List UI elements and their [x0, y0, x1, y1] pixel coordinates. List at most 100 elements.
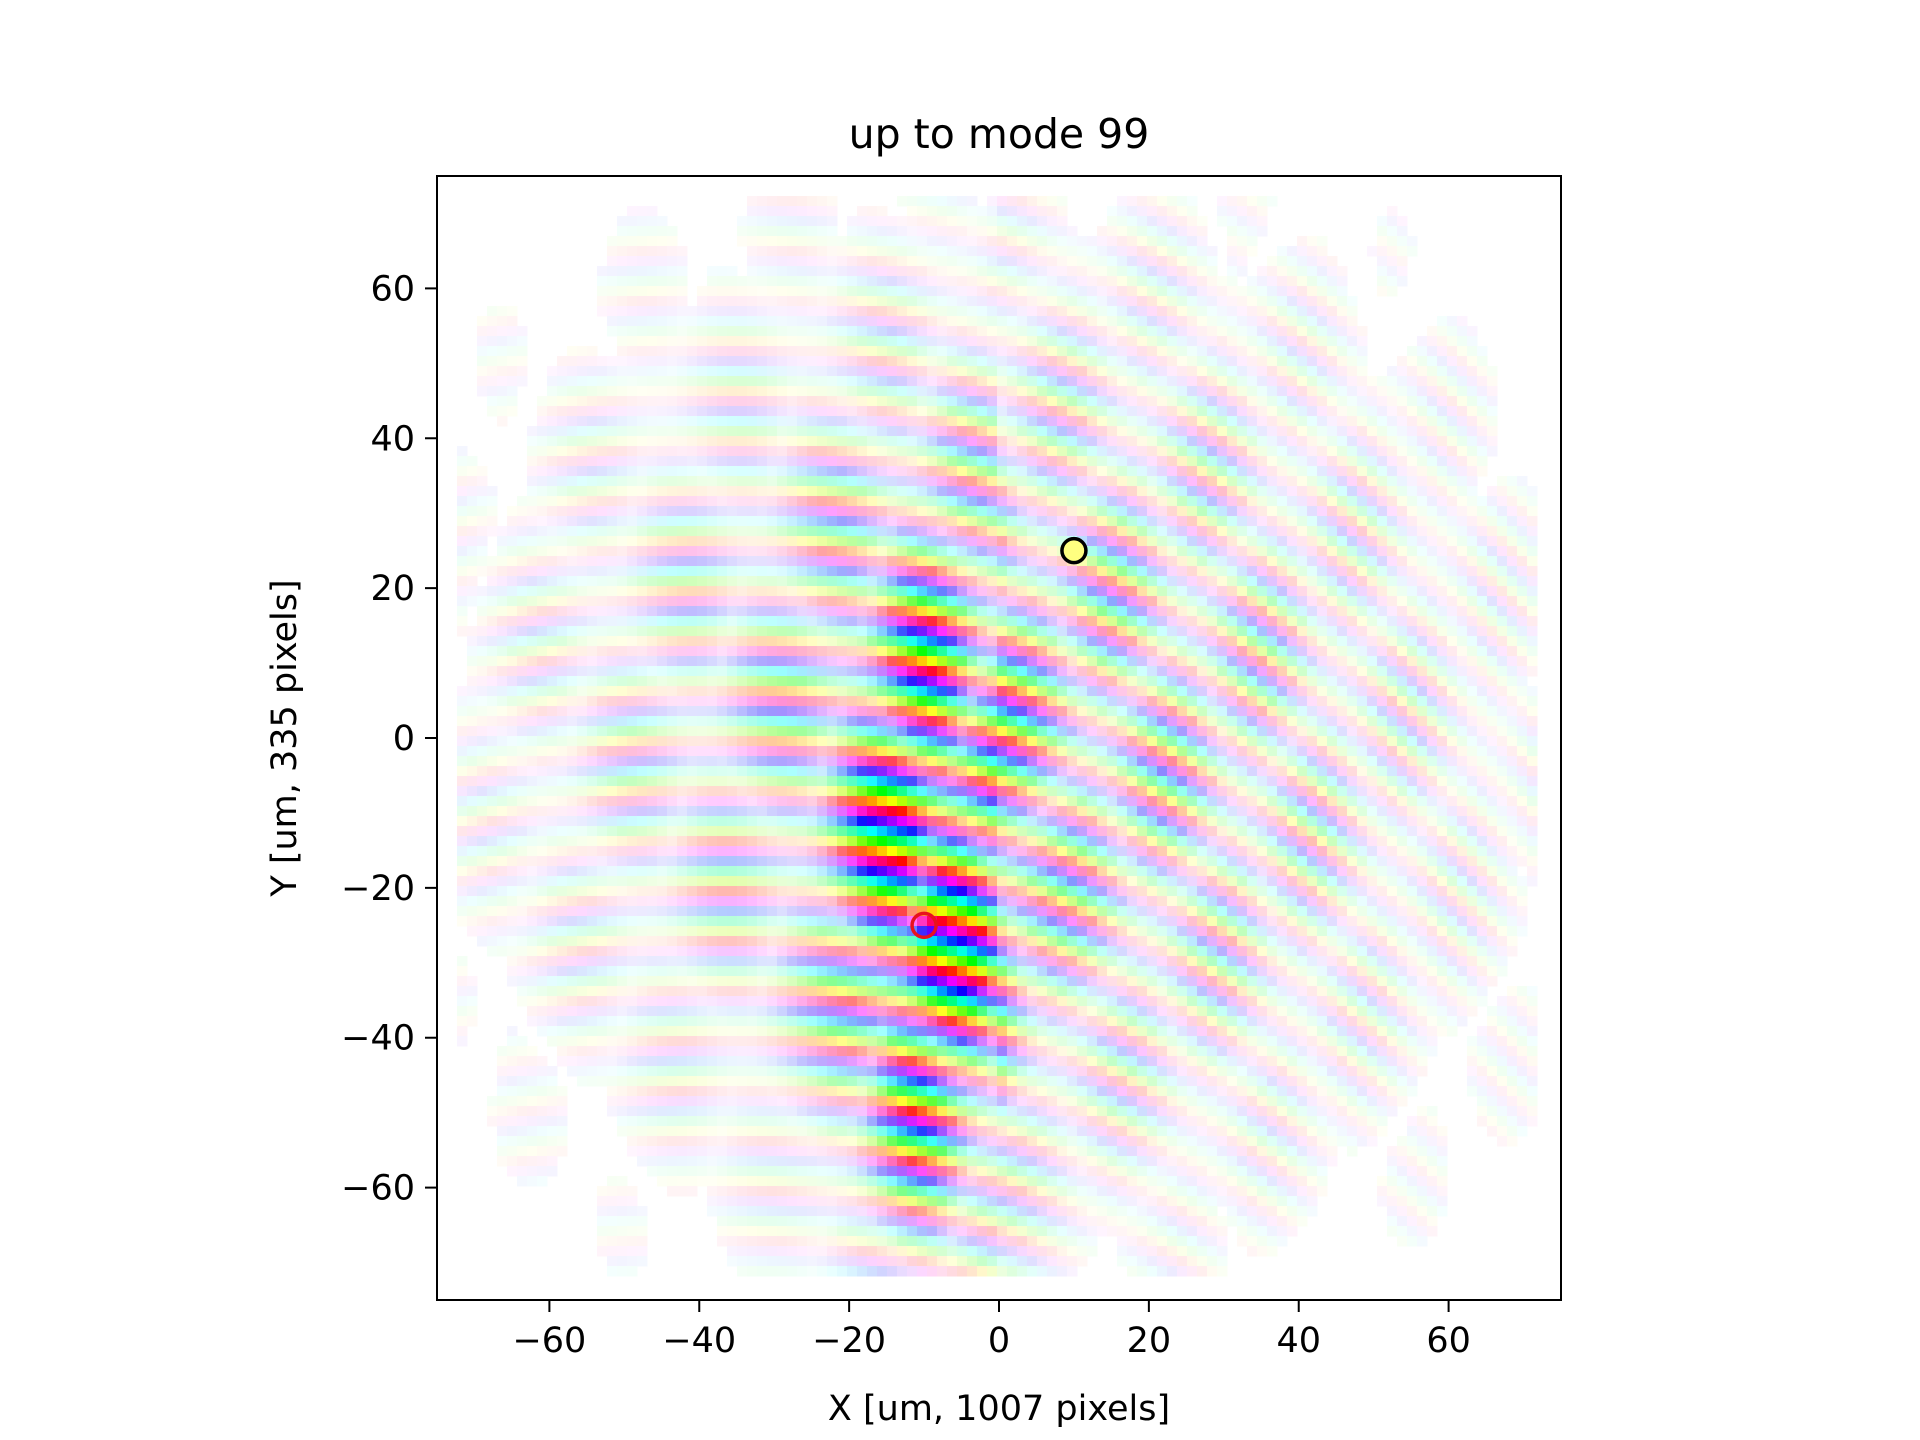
- heatmap-cell: [747, 526, 758, 537]
- heatmap-cell: [837, 476, 848, 487]
- heatmap-cell: [1007, 246, 1018, 257]
- heatmap-cell: [777, 626, 788, 637]
- heatmap-cell: [787, 296, 798, 307]
- heatmap-cell: [467, 726, 478, 737]
- heatmap-cell: [1037, 456, 1048, 467]
- heatmap-cell: [987, 196, 998, 207]
- heatmap-cell: [1327, 656, 1338, 667]
- heatmap-cell: [1347, 516, 1358, 527]
- heatmap-cell: [887, 456, 898, 467]
- heatmap-cell: [687, 486, 698, 497]
- heatmap-cell: [787, 636, 798, 647]
- heatmap-cell: [1407, 656, 1418, 667]
- heatmap-cell: [967, 396, 978, 407]
- heatmap-cell: [977, 676, 988, 687]
- heatmap-cell: [1077, 636, 1088, 647]
- heatmap-cell: [937, 716, 948, 727]
- heatmap-cell: [1297, 236, 1308, 247]
- heatmap-cell: [617, 286, 628, 297]
- heatmap-cell: [477, 386, 488, 397]
- heatmap-cell: [1447, 716, 1458, 727]
- heatmap-cell: [577, 556, 588, 567]
- heatmap-cell: [817, 496, 828, 507]
- heatmap-cell: [1457, 456, 1468, 467]
- heatmap-cell: [1407, 386, 1418, 397]
- heatmap-cell: [717, 666, 728, 677]
- heatmap-cell: [1197, 386, 1208, 397]
- heatmap-cell: [1157, 506, 1168, 517]
- heatmap-cell: [1207, 546, 1218, 557]
- heatmap-cell: [1417, 436, 1428, 447]
- heatmap-cell: [947, 616, 958, 627]
- heatmap-cell: [1407, 686, 1418, 697]
- heatmap-cell: [977, 546, 988, 557]
- heatmap-cell: [937, 456, 948, 467]
- heatmap-cell: [807, 426, 818, 437]
- heatmap-cell: [617, 546, 628, 557]
- heatmap-cell: [1397, 476, 1408, 487]
- heatmap-cell: [1067, 526, 1078, 537]
- heatmap-cell: [977, 386, 988, 397]
- heatmap-cell: [997, 256, 1008, 267]
- heatmap-cell: [667, 636, 678, 647]
- heatmap-cell: [987, 666, 998, 677]
- heatmap-cell: [827, 496, 838, 507]
- heatmap-cell: [557, 526, 568, 537]
- heatmap-cell: [1087, 616, 1098, 627]
- heatmap-cell: [487, 586, 498, 597]
- heatmap-cell: [967, 646, 978, 657]
- heatmap-cell: [1107, 336, 1118, 347]
- heatmap-cell: [747, 476, 758, 487]
- heatmap-cell: [1237, 686, 1248, 697]
- heatmap-cell: [1187, 566, 1198, 577]
- heatmap-cell: [1267, 656, 1278, 667]
- heatmap-cell: [547, 626, 558, 637]
- heatmap-cell: [1417, 656, 1428, 667]
- heatmap-cell: [1427, 466, 1438, 477]
- heatmap-cell: [1337, 306, 1348, 317]
- heatmap-cell: [507, 556, 518, 567]
- heatmap-cell: [1017, 436, 1028, 447]
- heatmap-cell: [1317, 676, 1328, 687]
- heatmap-cell: [867, 296, 878, 307]
- heatmap-cell: [1087, 656, 1098, 667]
- heatmap-cell: [557, 466, 568, 477]
- heatmap-cell: [1487, 486, 1498, 497]
- heatmap-cell: [937, 566, 948, 577]
- heatmap-cell: [1197, 646, 1208, 657]
- heatmap-cell: [1407, 416, 1418, 427]
- heatmap-cell: [1177, 716, 1188, 727]
- heatmap-cell: [1457, 496, 1468, 507]
- heatmap-cell: [1097, 576, 1108, 587]
- heatmap-cell: [847, 676, 858, 687]
- heatmap-cell: [1297, 246, 1308, 257]
- heatmap-cell: [807, 556, 818, 567]
- heatmap-cell: [627, 256, 638, 267]
- heatmap-cell: [1377, 276, 1388, 287]
- heatmap-cell: [617, 446, 628, 457]
- heatmap-cell: [997, 306, 1008, 317]
- heatmap-cell: [1267, 716, 1278, 727]
- heatmap-cell: [647, 596, 658, 607]
- heatmap-cell: [1137, 306, 1148, 317]
- heatmap-cell: [627, 466, 638, 477]
- heatmap-cell: [847, 446, 858, 457]
- heatmap-cell: [1437, 486, 1448, 497]
- heatmap-cell: [867, 576, 878, 587]
- heatmap-cell: [1077, 286, 1088, 297]
- heatmap-cell: [917, 506, 928, 517]
- heatmap-cell: [787, 616, 798, 627]
- heatmap-cell: [1257, 706, 1268, 717]
- heatmap-cell: [1427, 336, 1438, 347]
- heatmap-cell: [1067, 366, 1078, 377]
- heatmap-cell: [907, 216, 918, 227]
- heatmap-cell: [577, 576, 588, 587]
- heatmap-cell: [957, 386, 968, 397]
- heatmap-cell: [957, 306, 968, 317]
- heatmap-cell: [1047, 376, 1058, 387]
- heatmap-cell: [1287, 356, 1298, 367]
- heatmap-cell: [1357, 506, 1368, 517]
- heatmap-cell: [617, 296, 628, 307]
- heatmap-cell: [1007, 406, 1018, 417]
- heatmap-cell: [1067, 226, 1078, 237]
